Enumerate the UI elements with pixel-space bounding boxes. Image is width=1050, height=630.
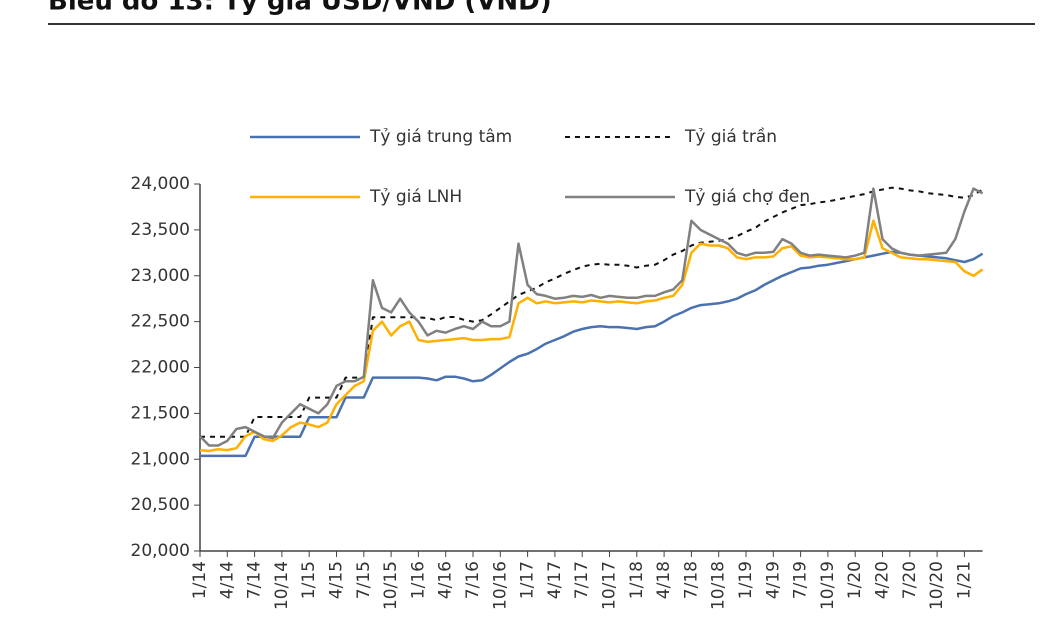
x-tick-label: 7/16: [463, 561, 483, 599]
y-tick-label: 22,000: [131, 358, 190, 378]
legend-label: Tỷ giá trần: [684, 126, 777, 147]
series-line: [199, 219, 984, 453]
y-tick-label: 24,000: [131, 174, 190, 194]
x-tick-label: 1/15: [299, 561, 319, 599]
chart-title: Biểu đồ 13: Tỷ giá USD/VND (VND): [48, 0, 552, 17]
x-tick-label: 7/14: [245, 561, 265, 599]
y-tick-label: 23,500: [131, 220, 190, 240]
x-tick-label: 4/17: [545, 561, 565, 599]
x-tick-label: 1/18: [627, 561, 647, 599]
x-tick-label: 10/14: [272, 561, 292, 610]
x-tick-label: 10/16: [490, 561, 510, 610]
x-tick-label: 10/18: [709, 561, 729, 610]
x-tick-label: 1/14: [190, 561, 210, 599]
x-tick-label: 7/18: [681, 561, 701, 599]
y-tick-label: 21,500: [131, 403, 190, 423]
series-line: [199, 187, 984, 447]
y-tick-label: 20,000: [131, 541, 190, 561]
x-tick-label: 4/18: [654, 561, 674, 599]
y-tick-label: 20,500: [131, 495, 190, 515]
y-tick-label: 23,000: [131, 266, 190, 286]
x-tick-label: 7/15: [354, 561, 374, 599]
legend-label: Tỷ giá LNH: [369, 187, 462, 207]
y-tick-label: 22,500: [131, 312, 190, 332]
x-tick-label: 4/15: [327, 561, 347, 599]
x-tick-label: 10/20: [927, 561, 947, 610]
x-tick-label: 1/19: [736, 561, 756, 599]
x-tick-label: 4/14: [217, 561, 237, 599]
x-tick-label: 1/17: [518, 561, 538, 599]
legend-label: Tỷ giá trung tâm: [369, 127, 512, 147]
x-tick-label: 10/19: [818, 561, 838, 610]
x-tick-label: 1/21: [954, 561, 974, 599]
x-tick-label: 7/17: [572, 561, 592, 599]
y-tick-label: 21,000: [131, 449, 190, 469]
legend-label: Tỷ giá chợ đen: [684, 187, 810, 207]
series-line: [200, 250, 984, 458]
x-tick-label: 1/20: [845, 561, 865, 599]
x-tick-label: 7/19: [791, 561, 811, 599]
x-tick-label: 7/20: [900, 561, 920, 599]
x-tick-label: 1/16: [408, 561, 428, 599]
x-tick-label: 4/19: [763, 561, 783, 599]
x-tick-label: 4/20: [873, 561, 893, 599]
x-tick-label: 10/17: [600, 561, 620, 610]
x-tick-label: 4/16: [436, 561, 456, 599]
series-line: [200, 186, 984, 438]
x-tick-label: 10/15: [381, 561, 401, 610]
